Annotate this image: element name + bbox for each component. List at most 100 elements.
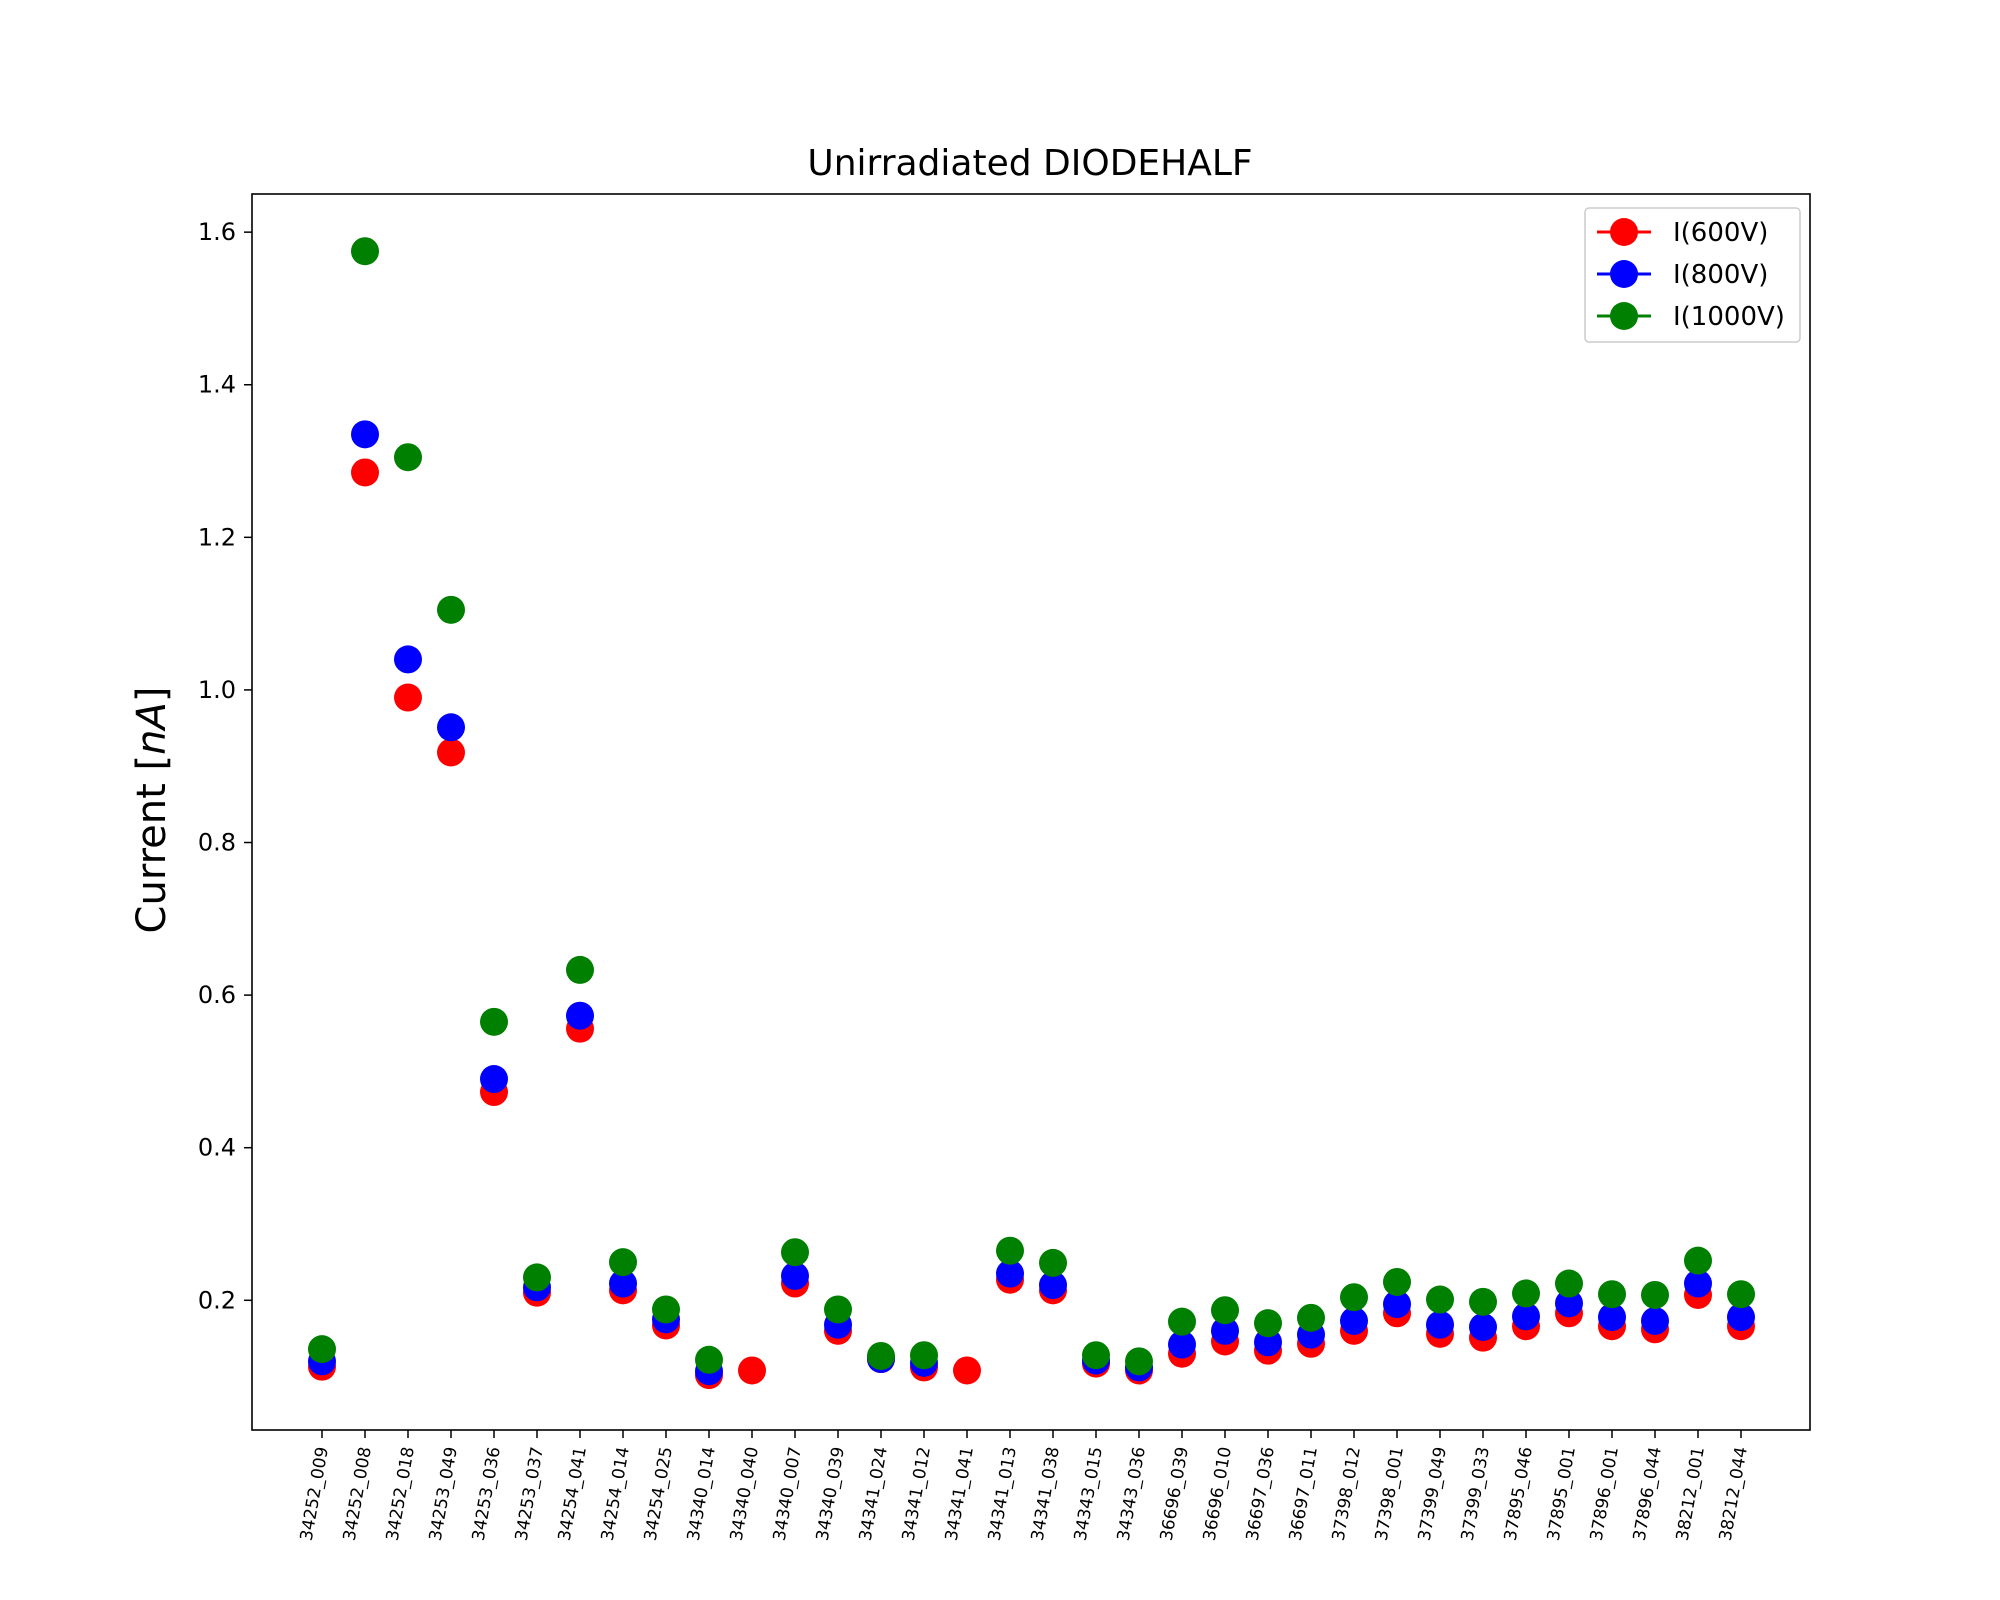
point-i-800v xyxy=(1469,1313,1497,1341)
point-i-1000v xyxy=(1168,1307,1196,1336)
legend-label: I(600V) xyxy=(1673,218,1768,248)
y-tick-label: 0.6 xyxy=(198,981,236,1009)
point-i-1000v xyxy=(1598,1280,1626,1309)
x-tick-label: 34253_037 xyxy=(512,1445,548,1542)
point-i-1000v xyxy=(824,1295,852,1324)
x-tick-label: 37399_049 xyxy=(1415,1445,1451,1542)
x-tick-label: 37895_046 xyxy=(1501,1445,1537,1542)
x-tick-label: 34340_040 xyxy=(727,1445,763,1542)
legend-marker xyxy=(1610,260,1638,288)
y-axis-label: Current [nA] xyxy=(129,687,175,934)
x-tick-label: 34252_009 xyxy=(297,1445,333,1542)
y-axis-label-unit: nA xyxy=(129,702,175,755)
x-tick-label: 37896_044 xyxy=(1630,1445,1666,1542)
axes-frame xyxy=(251,193,1811,1431)
point-i-800v xyxy=(566,1001,594,1030)
x-tick-label: 34254_025 xyxy=(641,1445,677,1542)
x-tick-label: 36697_036 xyxy=(1243,1445,1279,1542)
point-i-600v xyxy=(953,1356,981,1385)
point-i-1000v xyxy=(1383,1267,1411,1296)
x-tick-label: 34254_014 xyxy=(598,1445,634,1542)
point-i-1000v xyxy=(1254,1309,1282,1338)
legend-marker xyxy=(1610,302,1638,330)
legend-marker xyxy=(1610,218,1638,246)
point-i-800v xyxy=(437,713,465,742)
point-i-1000v xyxy=(781,1238,809,1267)
x-tick-label: 34254_041 xyxy=(555,1445,591,1542)
legend-label: I(1000V) xyxy=(1673,302,1785,332)
legend-box xyxy=(1584,207,1801,343)
x-tick-label: 34253_049 xyxy=(426,1445,462,1542)
x-tick-label: 34252_018 xyxy=(383,1445,419,1542)
x-tick-label: 34340_014 xyxy=(684,1445,720,1542)
x-tick-label: 38212_001 xyxy=(1673,1445,1709,1542)
x-tick-label: 34341_024 xyxy=(856,1445,892,1542)
point-i-800v xyxy=(1684,1269,1712,1298)
y-tick-label: 0.8 xyxy=(198,829,236,857)
point-i-800v xyxy=(1039,1271,1067,1300)
x-tick-label: 34343_036 xyxy=(1114,1445,1150,1542)
point-i-800v xyxy=(1598,1303,1626,1332)
point-i-1000v xyxy=(910,1341,938,1370)
point-i-800v xyxy=(1340,1306,1368,1335)
point-i-1000v xyxy=(1297,1303,1325,1332)
point-i-800v xyxy=(1727,1303,1755,1332)
point-i-800v xyxy=(351,420,379,449)
point-i-800v xyxy=(480,1065,508,1094)
x-tick-label: 34341_013 xyxy=(985,1445,1021,1542)
x-tick-label: 37399_033 xyxy=(1458,1445,1494,1542)
x-tick-label: 34340_007 xyxy=(770,1445,806,1542)
x-tick-label: 34253_036 xyxy=(469,1445,505,1542)
point-i-1000v xyxy=(1125,1347,1153,1376)
y-axis-label-close: ] xyxy=(129,687,175,703)
point-i-1000v xyxy=(1641,1280,1669,1309)
point-i-1000v xyxy=(1340,1283,1368,1312)
point-i-600v xyxy=(437,738,465,767)
point-i-600v xyxy=(351,458,379,487)
point-i-800v xyxy=(1168,1330,1196,1359)
point-i-800v xyxy=(1555,1289,1583,1318)
point-i-1000v xyxy=(1039,1248,1067,1277)
point-i-1000v xyxy=(437,595,465,624)
x-tick-label: 34341_012 xyxy=(899,1445,935,1542)
x-tick-label: 34341_041 xyxy=(942,1445,978,1542)
point-i-1000v xyxy=(996,1236,1024,1265)
point-i-800v xyxy=(781,1261,809,1290)
point-i-1000v xyxy=(652,1295,680,1324)
y-axis-label-text: Current [ xyxy=(129,755,175,934)
y-tick-label: 1.0 xyxy=(198,676,236,704)
y-tick-label: 1.4 xyxy=(198,371,236,399)
point-i-800v xyxy=(609,1269,637,1298)
legend-label: I(800V) xyxy=(1673,260,1768,290)
x-tick-label: 37895_001 xyxy=(1544,1445,1580,1542)
point-i-1000v xyxy=(351,237,379,266)
point-i-1000v xyxy=(695,1345,723,1374)
point-i-1000v xyxy=(566,955,594,984)
point-i-1000v xyxy=(1469,1287,1497,1316)
x-tick-label: 37398_001 xyxy=(1372,1445,1408,1542)
x-tick-label: 34252_008 xyxy=(340,1445,376,1542)
point-i-1000v xyxy=(1727,1280,1755,1309)
point-i-1000v xyxy=(1684,1246,1712,1275)
point-i-800v xyxy=(1512,1302,1540,1331)
chart-title: Unirradiated DIODEHALF xyxy=(807,143,1252,184)
x-tick-label: 36696_010 xyxy=(1200,1445,1236,1542)
point-i-1000v xyxy=(1512,1279,1540,1308)
point-i-600v xyxy=(394,683,422,712)
point-i-800v xyxy=(1383,1290,1411,1319)
point-i-800v xyxy=(1211,1316,1239,1345)
point-i-1000v xyxy=(867,1341,895,1370)
point-i-800v xyxy=(1426,1310,1454,1339)
x-tick-label: 34341_038 xyxy=(1028,1445,1064,1542)
y-tick-label: 1.2 xyxy=(198,523,236,551)
point-i-1000v xyxy=(308,1335,336,1364)
point-i-800v xyxy=(1641,1306,1669,1335)
point-i-1000v xyxy=(1555,1269,1583,1298)
point-i-600v xyxy=(738,1356,766,1385)
point-i-1000v xyxy=(480,1007,508,1036)
x-tick-label: 37896_001 xyxy=(1587,1445,1623,1542)
point-i-800v xyxy=(394,645,422,674)
x-tick-label: 36697_011 xyxy=(1286,1445,1322,1542)
